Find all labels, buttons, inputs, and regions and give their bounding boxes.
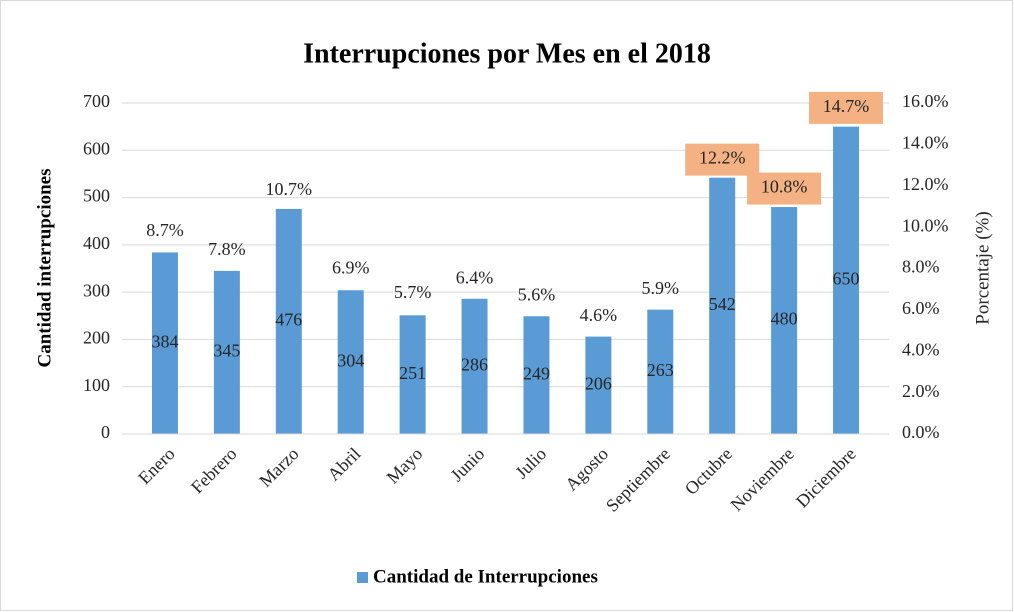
- y-tick-label: 600: [83, 138, 110, 158]
- bar: [585, 336, 612, 434]
- value-label: 263: [647, 360, 674, 380]
- y2-tick-label: 12.0%: [902, 174, 949, 194]
- value-label: 249: [523, 363, 550, 383]
- percent-label: 7.8%: [208, 239, 246, 259]
- value-label: 480: [771, 309, 798, 329]
- y-tick-label: 200: [83, 328, 110, 348]
- y2-tick-label: 16.0%: [902, 91, 949, 111]
- y-axis-title: Cantidad interrupciones: [34, 169, 55, 368]
- bar: [461, 298, 488, 434]
- percent-label: 10.8%: [761, 177, 808, 197]
- value-label: 476: [275, 310, 302, 330]
- y2-tick-label: 10.0%: [902, 215, 949, 235]
- percent-label: 5.7%: [394, 282, 432, 302]
- bar: [833, 126, 860, 435]
- value-label: 251: [399, 363, 426, 383]
- percent-label: 4.6%: [580, 305, 618, 325]
- y2-tick-label: 8.0%: [902, 257, 940, 277]
- value-label: 286: [461, 355, 488, 375]
- bar: [337, 290, 364, 434]
- value-label: 542: [709, 294, 736, 314]
- value-label: 384: [151, 331, 178, 351]
- percent-label: 5.6%: [518, 284, 556, 304]
- label-highlight: [685, 143, 760, 176]
- y-tick-label: 0: [101, 422, 110, 442]
- percent-label: 5.9%: [642, 278, 680, 298]
- bar: [647, 309, 674, 434]
- y2-tick-label: 0.0%: [902, 422, 940, 442]
- percent-label: 6.4%: [456, 268, 494, 288]
- y-tick-label: 400: [83, 233, 110, 253]
- y2-axis-title: Porcentaje (%): [972, 211, 993, 324]
- label-highlight: [809, 91, 884, 124]
- value-label: 650: [833, 268, 860, 288]
- percent-label: 8.7%: [146, 220, 184, 240]
- y-tick-label: 500: [83, 186, 110, 206]
- value-label: 206: [585, 373, 612, 393]
- label-highlight: [747, 172, 822, 205]
- bar: [399, 315, 426, 434]
- percent-label: 10.7%: [266, 179, 313, 199]
- bar: [213, 270, 240, 434]
- bar: [709, 177, 736, 434]
- bar: [151, 252, 178, 434]
- chart-title: Interrupciones por Mes en el 2018: [303, 38, 711, 69]
- y-tick-label: 300: [83, 280, 110, 300]
- percent-label: 12.2%: [699, 148, 746, 168]
- value-label: 345: [213, 341, 240, 361]
- bar: [523, 316, 550, 434]
- y-tick-label: 700: [83, 91, 110, 111]
- legend-swatch: [357, 572, 368, 583]
- bar: [771, 207, 798, 434]
- y2-tick-label: 6.0%: [902, 298, 940, 318]
- percent-label: 6.9%: [332, 257, 370, 277]
- y2-tick-label: 14.0%: [902, 133, 949, 153]
- y-tick-label: 100: [83, 375, 110, 395]
- y2-tick-label: 2.0%: [902, 381, 940, 401]
- value-label: 304: [337, 350, 364, 370]
- bar: [275, 208, 302, 434]
- legend-label: Cantidad de Interrupciones: [373, 566, 598, 587]
- percent-label: 14.7%: [823, 96, 870, 116]
- y2-tick-label: 4.0%: [902, 339, 940, 359]
